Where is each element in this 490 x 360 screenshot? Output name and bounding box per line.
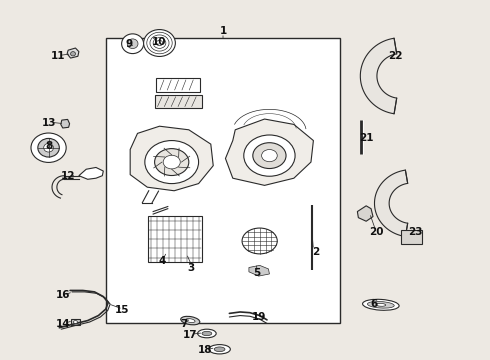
Ellipse shape <box>209 345 230 354</box>
Text: 23: 23 <box>408 227 422 237</box>
Ellipse shape <box>163 155 180 169</box>
Polygon shape <box>249 265 270 276</box>
Text: 3: 3 <box>188 263 195 273</box>
Text: 18: 18 <box>197 345 212 355</box>
Polygon shape <box>225 119 314 185</box>
Text: 5: 5 <box>254 268 261 278</box>
Text: 2: 2 <box>312 247 319 257</box>
Text: 7: 7 <box>180 319 188 329</box>
Ellipse shape <box>31 133 66 162</box>
Ellipse shape <box>262 149 277 162</box>
Polygon shape <box>130 126 213 191</box>
Text: 22: 22 <box>388 51 403 61</box>
Ellipse shape <box>155 149 189 176</box>
Text: 4: 4 <box>158 256 166 266</box>
Bar <box>106 39 340 323</box>
Ellipse shape <box>214 347 225 352</box>
Text: 20: 20 <box>368 227 383 237</box>
Ellipse shape <box>38 138 59 157</box>
Text: 21: 21 <box>359 133 373 143</box>
Ellipse shape <box>144 30 175 57</box>
Text: 1: 1 <box>220 26 227 36</box>
Polygon shape <box>61 120 70 128</box>
Ellipse shape <box>181 316 200 325</box>
Polygon shape <box>67 48 79 58</box>
Bar <box>401 230 422 244</box>
Polygon shape <box>360 38 397 114</box>
Ellipse shape <box>197 329 216 338</box>
Text: 16: 16 <box>56 291 71 301</box>
Polygon shape <box>71 319 80 324</box>
Text: 19: 19 <box>251 312 266 322</box>
Bar <box>148 216 202 262</box>
Text: 13: 13 <box>42 118 57 128</box>
Text: 9: 9 <box>125 39 133 49</box>
Ellipse shape <box>127 39 138 49</box>
Ellipse shape <box>368 301 394 308</box>
Ellipse shape <box>242 228 277 254</box>
Ellipse shape <box>363 299 399 310</box>
Ellipse shape <box>186 319 195 323</box>
Ellipse shape <box>253 143 286 168</box>
Text: 6: 6 <box>371 299 378 309</box>
Bar <box>155 95 201 108</box>
Text: 11: 11 <box>51 51 66 61</box>
Ellipse shape <box>74 320 77 323</box>
Bar <box>156 78 200 92</box>
Text: 12: 12 <box>61 171 75 181</box>
Ellipse shape <box>122 34 144 54</box>
Polygon shape <box>374 170 408 237</box>
Ellipse shape <box>202 331 212 336</box>
Ellipse shape <box>145 140 198 184</box>
Text: 17: 17 <box>183 330 197 340</box>
Ellipse shape <box>376 303 386 306</box>
Text: 10: 10 <box>152 37 167 46</box>
Polygon shape <box>79 167 103 179</box>
Ellipse shape <box>44 143 53 152</box>
Text: 15: 15 <box>115 305 129 315</box>
Text: 8: 8 <box>45 141 52 151</box>
Ellipse shape <box>71 51 75 56</box>
Ellipse shape <box>244 135 295 176</box>
Text: 14: 14 <box>56 319 71 329</box>
Polygon shape <box>357 206 373 221</box>
